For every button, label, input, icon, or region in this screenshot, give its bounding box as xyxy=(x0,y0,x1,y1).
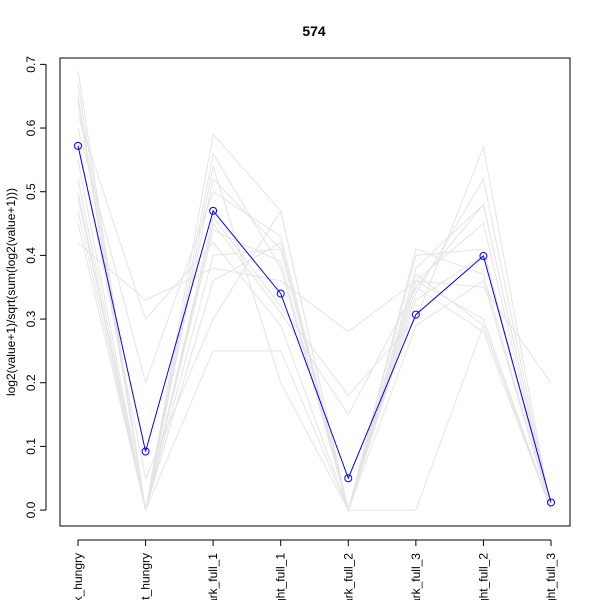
highlight-point xyxy=(141,447,150,456)
background-series-line xyxy=(77,127,552,512)
background-series-line xyxy=(77,178,552,511)
y-tick-label: 0.5 xyxy=(24,183,38,200)
x-tick-label: dark_full_1 xyxy=(206,553,220,600)
highlight-point xyxy=(547,498,555,507)
x-tick-label: ght_hungry xyxy=(139,553,153,600)
highlight-point xyxy=(74,141,82,150)
highlight-series-line xyxy=(77,145,552,503)
y-tick-label: 0.3 xyxy=(24,310,38,327)
background-series-line xyxy=(77,102,552,512)
y-tick-label: 0.7 xyxy=(24,56,38,73)
background-series-group xyxy=(77,70,552,513)
background-series-line xyxy=(77,223,552,512)
background-series-line xyxy=(77,145,552,511)
x-tick-label: light_full_1 xyxy=(274,553,288,600)
y-tick-label: 0.6 xyxy=(24,119,38,136)
x-tick-label: dark_full_2 xyxy=(341,553,355,600)
y-tick-label: 0.0 xyxy=(24,501,38,518)
background-series-line xyxy=(77,210,552,513)
highlight-point xyxy=(479,252,488,261)
highlight-point xyxy=(276,289,285,298)
highlight-point xyxy=(411,310,420,319)
x-tick-label: light_full_2 xyxy=(476,553,490,600)
x-tick-label: dark_full_3 xyxy=(409,553,423,600)
y-axis: 0.0 0.1 0.2 0.3 0.4 0.5 0.6 0.7 xyxy=(24,56,47,518)
y-axis-label: log2(value+1)/sqrt(sum(log2(value+1))) xyxy=(4,188,18,396)
background-series-line xyxy=(77,140,552,513)
chart-title: 574 xyxy=(302,23,326,39)
y-tick-label: 0.4 xyxy=(24,247,38,264)
background-series-line xyxy=(77,242,552,384)
y-tick-label: 0.1 xyxy=(24,438,38,455)
highlight-point xyxy=(209,206,218,215)
background-series-line xyxy=(77,115,552,512)
x-axis: ark_hungry ght_hungry dark_full_1 light_ful… xyxy=(71,539,558,600)
x-tick-label: light_full_3 xyxy=(544,553,558,600)
x-tick-label: ark_hungry xyxy=(71,553,85,600)
background-series-line xyxy=(77,70,552,513)
plot-frame xyxy=(59,57,571,527)
y-tick-label: 0.2 xyxy=(24,374,38,391)
highlight-point xyxy=(344,474,353,483)
background-series-line xyxy=(77,166,552,512)
highlight-series-group xyxy=(74,141,555,507)
background-series-line xyxy=(77,96,552,511)
